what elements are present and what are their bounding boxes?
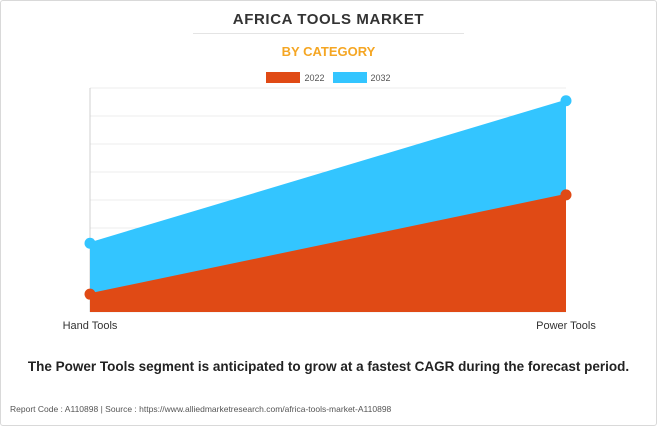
data-point-2032-0 — [84, 237, 96, 249]
legend-swatch-2032 — [332, 72, 367, 83]
chart-caption: The Power Tools segment is anticipated t… — [27, 359, 630, 374]
line-series-2022 — [89, 193, 567, 296]
chart-subtitle: BY CATEGORY — [281, 44, 376, 59]
title-divider — [193, 33, 464, 34]
line-series-2032 — [89, 99, 567, 245]
x-tick-label: Hand Tools — [63, 320, 118, 332]
data-point-2022-1 — [560, 189, 572, 201]
legend-item-2032[interactable]: 2032 — [332, 72, 391, 83]
data-point-2032-1 — [560, 95, 572, 107]
chart-legend: 2022 2032 — [0, 72, 657, 83]
chart-title: AFRICA TOOLS MARKET — [232, 11, 425, 28]
legend-label-2032: 2032 — [370, 72, 391, 83]
report-footer: Report Code : A110898 | Source : https:/… — [10, 404, 392, 414]
legend-item-2022[interactable]: 2022 — [266, 72, 325, 83]
legend-swatch-2022 — [266, 72, 301, 83]
x-tick-label: Power Tools — [536, 320, 596, 332]
area-series-2022 — [90, 194, 566, 312]
legend-label-2022: 2022 — [304, 72, 325, 83]
data-point-2022-0 — [84, 288, 96, 300]
